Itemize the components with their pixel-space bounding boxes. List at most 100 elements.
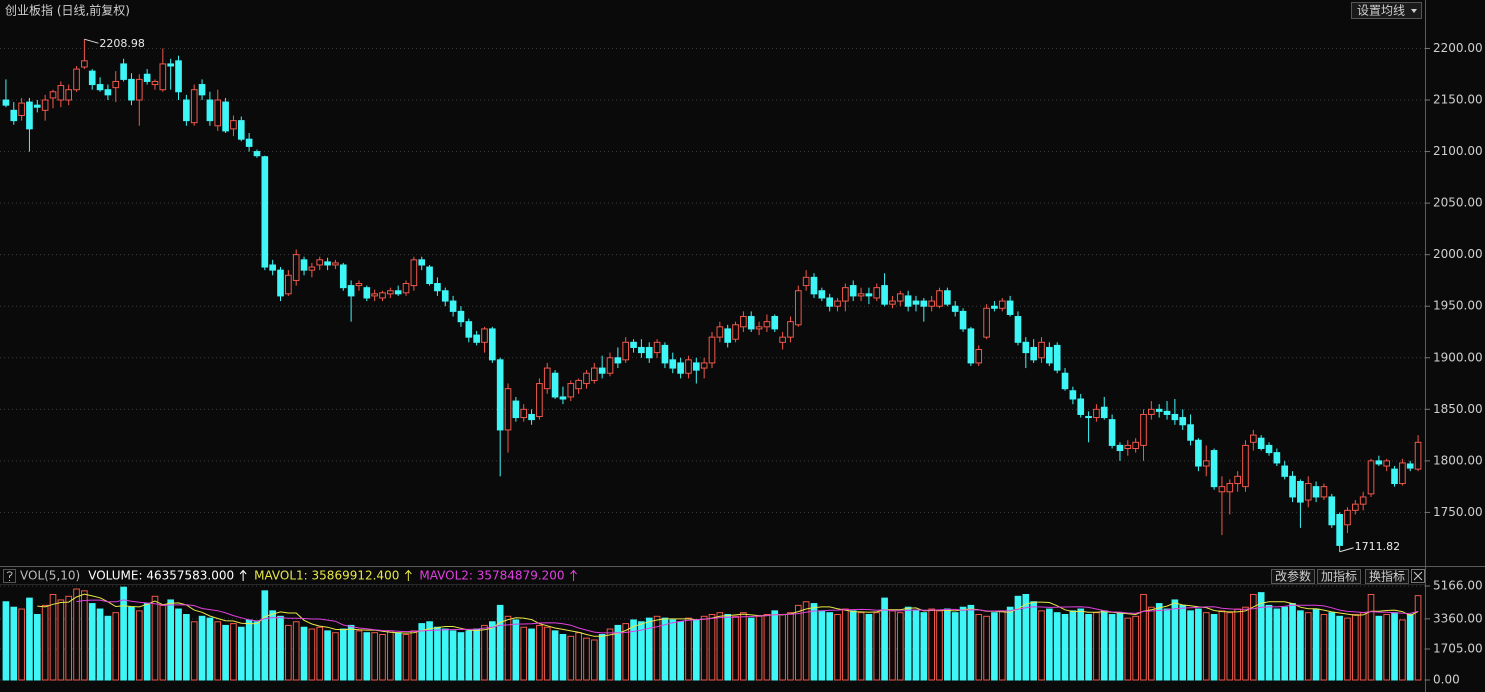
candle-body [1289,475,1296,498]
volume-bar [73,588,80,681]
volume-bar [912,610,920,681]
candle-body [1038,341,1045,359]
volume-bar [904,606,912,681]
volume-bar [88,603,96,681]
candle-body [1148,408,1155,415]
candle-body [818,290,826,299]
volume-bar [245,619,253,681]
candle-body [936,290,943,307]
candle-body [1163,410,1171,415]
volume-bar [512,619,520,681]
candle-body [512,400,520,419]
candle-body [434,283,441,292]
volume-bar [889,610,896,681]
ma-button[interactable]: 设置均线 [1351,2,1422,19]
candle-body [206,99,214,122]
volume-bar [57,599,65,681]
volume-bar [347,624,355,681]
help-button[interactable] [3,569,16,583]
candle-body [645,346,653,359]
candle-body [920,300,928,307]
candle-body [1202,460,1210,467]
candle-body [230,120,237,130]
candle-body [355,283,363,287]
volume-bar [183,613,190,681]
volume-bar [1242,606,1249,681]
close-button[interactable] [1411,569,1425,583]
candle-body [10,109,18,122]
button-label: 换指标 [1369,569,1405,584]
help-icon [6,571,13,581]
candle-body [551,372,559,398]
candle-body [441,290,449,302]
volume-bar [1383,613,1391,681]
candle-body [253,151,261,157]
volume-bar [967,604,975,681]
trend-arrow [239,569,247,581]
volume-bar [151,595,159,681]
volume-bar [896,612,904,681]
volume-bar [1234,608,1241,681]
button-label: 加指标 [1321,569,1357,584]
candle-body [661,344,669,364]
volume-bar [724,613,732,681]
volume-bar [1399,619,1406,681]
y-tick-label: 1900.00 [1433,350,1483,364]
volume-bar [277,615,284,681]
candle-body [1108,419,1116,446]
candle-body [1179,417,1187,426]
toolbar-button[interactable]: 改参数 [1271,569,1315,584]
volume-bar [928,608,935,681]
volume-bar [708,613,716,681]
volume-bar [559,634,567,681]
volume-bar [1187,610,1194,681]
dropdown-icon [1411,9,1417,13]
volume-bar [1195,608,1202,681]
volume-bar [857,612,865,681]
button-label: 改参数 [1275,569,1311,584]
candle-body [692,362,700,371]
volume-bar [1297,610,1304,681]
volume-bar [418,623,426,681]
volume-bar [504,615,512,681]
candle-body [1242,444,1249,488]
volume-bar [810,603,818,681]
volume-bar [206,617,214,681]
candle-body [747,316,755,330]
volume-bar [1155,603,1163,681]
volume-bar [998,610,1006,681]
candle-body [677,362,684,374]
button-frame [1365,569,1409,584]
candle-body [1100,406,1108,419]
toolbar-button[interactable]: 换指标 [1365,569,1409,584]
volume-bar [128,606,135,681]
candle-body [975,349,983,364]
volume-bar [1061,613,1069,681]
candle-body [26,101,33,130]
y-tick-label: 5166.00 [1433,579,1483,593]
candle-body [151,80,159,86]
volume-bar [1328,612,1336,681]
toolbar-button[interactable]: 加指标 [1317,569,1361,584]
volume-bar [771,610,779,681]
candle-body [2,99,10,106]
volume-bar [865,613,873,681]
candle-body [457,310,465,323]
volume-bar [1281,606,1289,681]
volume-bar [692,619,700,681]
volume-bar [1006,606,1014,681]
trend-arrow [570,569,577,581]
candle-body [245,138,253,147]
volume-bar [732,615,739,681]
volume-bar [1344,617,1351,681]
candle-body [269,264,276,271]
candle-body [316,259,324,266]
volume-bar [292,621,300,681]
button-frame [1317,569,1361,584]
candle-body [481,328,488,343]
candle-body [496,359,504,431]
volume-bar [551,630,559,681]
candle-body [277,269,284,297]
volume-bar [167,599,174,681]
